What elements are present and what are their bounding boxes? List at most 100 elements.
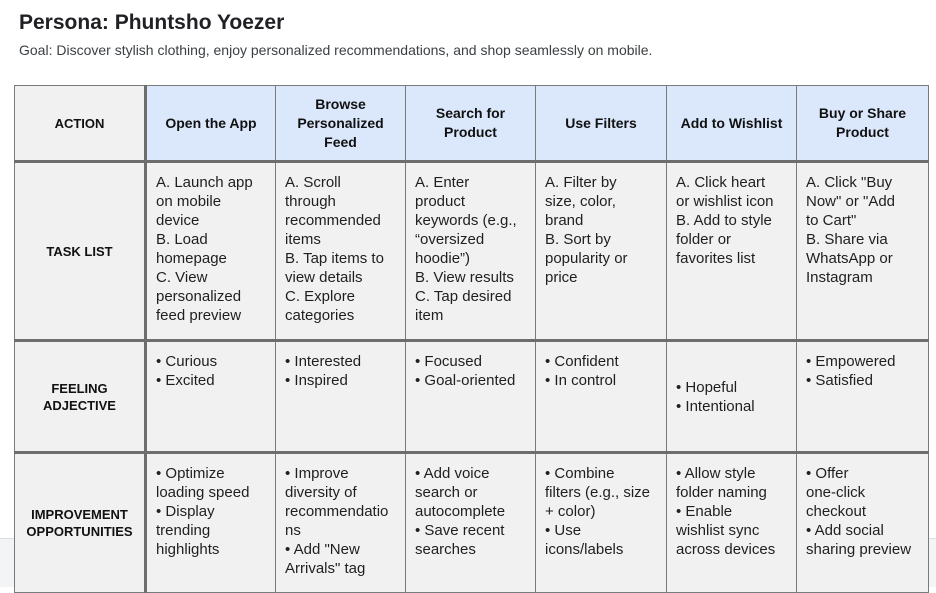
- column-header: Add to Wishlist: [666, 85, 797, 163]
- cell-line: categories: [285, 307, 355, 324]
- cell-line: Now" or "Add: [806, 193, 896, 210]
- cell-line: WhatsApp or: [806, 250, 893, 267]
- cell-line: Instagram: [806, 269, 873, 286]
- cell-line: keywords (e.g.,: [415, 212, 517, 229]
- table-cell: • Interested • Inspired: [275, 340, 406, 454]
- cell-line: wishlist sync: [676, 522, 760, 539]
- cell-line: • Display: [156, 503, 215, 520]
- cell-line: C. Explore: [285, 288, 356, 305]
- cell-line: view details: [285, 269, 363, 286]
- cell-line: • Curious: [156, 353, 218, 370]
- row-label-line: TASK LIST: [46, 243, 113, 259]
- cell-line: • Goal-oriented: [415, 372, 516, 389]
- cell-line: filters (e.g., size: [545, 484, 651, 501]
- cell-line: diversity of: [285, 484, 357, 501]
- cell-line: ns: [285, 522, 301, 539]
- cell-line: A. Scroll: [285, 174, 341, 191]
- table-cell: • Add voice search or autocomplete • Save r…: [405, 452, 536, 593]
- cell-line: “oversized: [415, 231, 485, 248]
- cell-line: • Offer: [806, 465, 849, 482]
- cell-line: product: [415, 193, 466, 210]
- cell-line: • Hopeful: [676, 378, 738, 396]
- cell-line: folder naming: [676, 484, 767, 501]
- cell-line: B. Tap items to: [285, 250, 384, 267]
- cell-line: • Intentional: [676, 397, 755, 415]
- cell-line: highlights: [156, 541, 220, 558]
- table-cell: A. Enter product keywords (e.g., “oversized…: [405, 161, 536, 342]
- cell-line: C. View: [156, 269, 208, 286]
- cell-line: through: [285, 193, 336, 210]
- cell-line: • In control: [545, 372, 617, 389]
- cell-line: device: [156, 212, 200, 229]
- table-cell: • Hopeful • Intentional: [666, 340, 797, 454]
- cell-line: • Save recent: [415, 522, 505, 539]
- cell-line: • Add social: [806, 522, 884, 539]
- cell-line: • Optimize: [156, 465, 225, 482]
- column-header-line: Product: [836, 124, 889, 140]
- cell-line: • Interested: [285, 353, 362, 370]
- cell-line: A. Click heart: [676, 174, 766, 191]
- cell-line: • Satisfied: [806, 372, 873, 389]
- cell-line: autocomplete: [415, 503, 506, 520]
- column-header-line: Add to Wishlist: [680, 114, 783, 131]
- column-header-line: Product: [444, 124, 497, 140]
- row-label-line: OPPORTUNITIES: [26, 524, 133, 539]
- table-cell: • Optimize loading speed • Display trending…: [145, 452, 276, 593]
- cell-line: + color): [545, 503, 596, 520]
- cell-line: trending: [156, 522, 211, 539]
- column-header-line: Search for: [435, 105, 506, 121]
- improvement-opportunities-row: IMPROVEMENT OPPORTUNITIES • Optimize load…: [14, 452, 929, 593]
- column-header-line: Use Filters: [565, 114, 637, 131]
- table-cell: • Empowered • Satisfied: [796, 340, 929, 454]
- column-header-line: Open the App: [165, 114, 257, 131]
- persona-goal: Goal: Discover stylish clothing, enjoy p…: [19, 42, 653, 58]
- cell-line: brand: [545, 212, 584, 229]
- cell-line: C. Tap desired: [415, 288, 512, 305]
- cell-line: to Cart": [806, 212, 857, 229]
- cell-line: popularity or: [545, 250, 628, 267]
- row-label-line: FEELING: [51, 380, 108, 396]
- table-cell: A. Filter by size, color, brand B. Sort by p…: [535, 161, 667, 342]
- row-label-line: IMPROVEMENT: [31, 507, 128, 522]
- table-cell: • Improve diversity of recommendatio ns • Ad…: [275, 452, 406, 593]
- cell-line: B. Share via: [806, 231, 888, 248]
- table-cell: • Allow style folder naming • Enable wishli…: [666, 452, 797, 593]
- column-header: Use Filters: [535, 85, 667, 163]
- cell-line: B. Add to style: [676, 212, 772, 229]
- table-cell: • Curious • Excited: [145, 340, 276, 454]
- table-cell: A. Click heart or wishlist icon B. Add to …: [666, 161, 797, 342]
- column-header: Open the App: [145, 85, 276, 163]
- header-row: ACTION Open the App Browse Personalized …: [14, 85, 929, 163]
- cell-line: • Combine: [545, 465, 615, 482]
- feeling-adjective-row: FEELING ADJECTIVE • Curious • Excited • I…: [14, 340, 929, 454]
- cell-line: one-click: [806, 484, 866, 501]
- cell-line: • Inspired: [285, 372, 348, 389]
- cell-line: A. Click "Buy: [806, 174, 893, 191]
- cell-line: or wishlist icon: [676, 193, 774, 210]
- cell-line: sharing preview: [806, 541, 912, 558]
- column-header: Buy or Share Product: [796, 85, 929, 163]
- journey-map-table: ACTION Open the App Browse Personalized …: [14, 85, 929, 593]
- column-header-line: Browse: [315, 95, 366, 112]
- corner-cell-action: ACTION: [14, 85, 147, 163]
- cell-line: • Add voice: [415, 465, 490, 482]
- cell-line: • Confident: [545, 353, 619, 370]
- cell-line: favorites list: [676, 250, 756, 267]
- row-label-feeling-adjective: FEELING ADJECTIVE: [14, 340, 147, 454]
- table-cell: • Confident • In control: [535, 340, 667, 454]
- cell-line: B. Load: [156, 231, 208, 248]
- column-header-line: Buy or Share: [818, 105, 907, 121]
- cell-line: B. View results: [415, 269, 514, 286]
- cell-line: • Enable: [676, 503, 733, 520]
- cell-line: personalized: [156, 288, 242, 305]
- cell-line: size, color,: [545, 193, 616, 210]
- column-header: Browse Personalized Feed: [275, 85, 406, 163]
- cell-line: item: [415, 307, 444, 324]
- row-label-line: ADJECTIVE: [43, 397, 116, 413]
- table-cell: A. Click "Buy Now" or "Add to Cart" B. Shar…: [796, 161, 929, 342]
- cell-line: folder or: [676, 231, 732, 248]
- cell-line: • Use: [545, 522, 582, 539]
- cell-line: • Add "New: [285, 541, 360, 558]
- cell-line: hoodie”): [415, 250, 471, 267]
- column-header-line: Feed: [324, 133, 357, 150]
